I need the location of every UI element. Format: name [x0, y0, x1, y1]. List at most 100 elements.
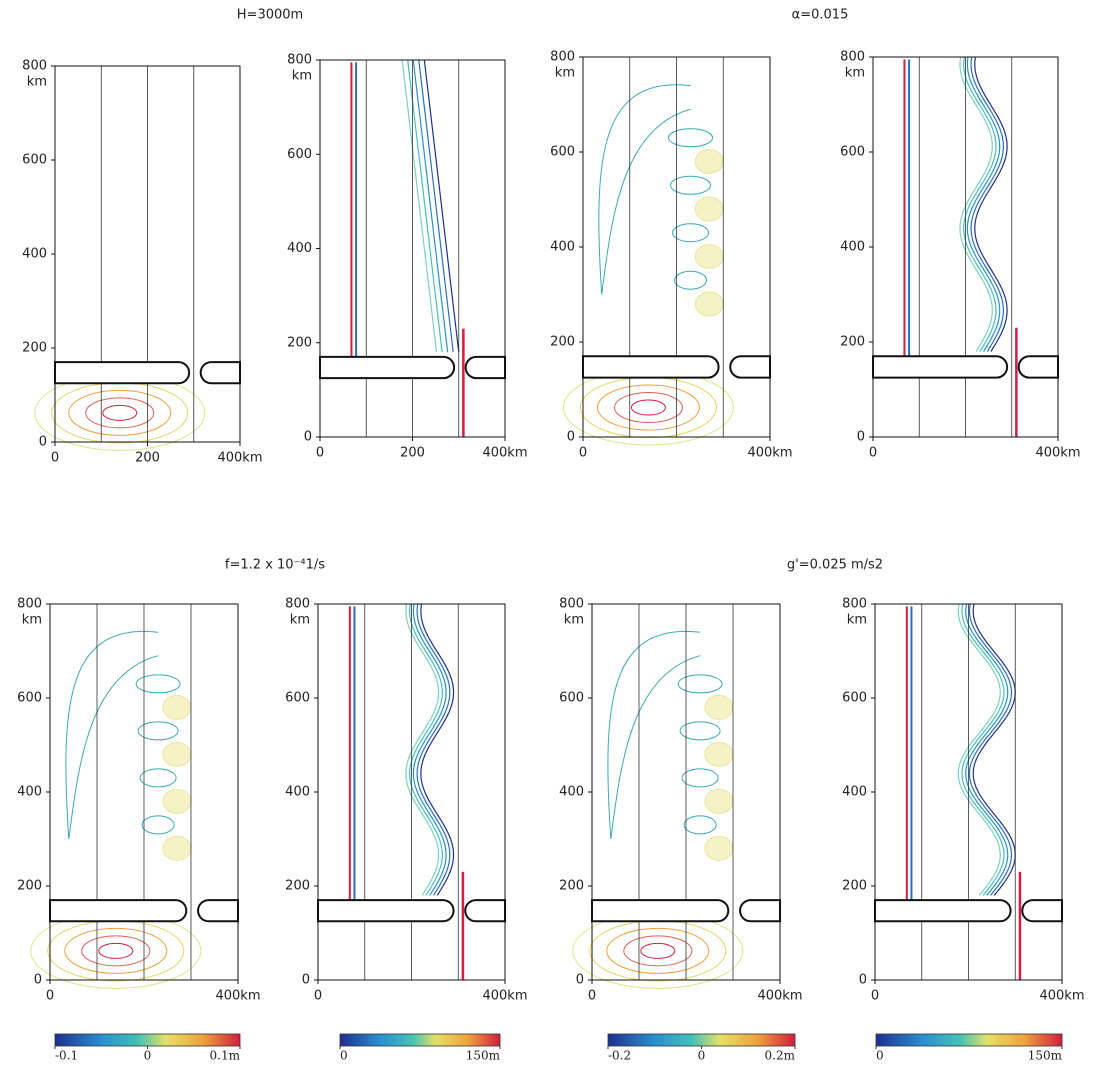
contour — [704, 788, 734, 814]
x-tick-label: 400km — [1035, 446, 1080, 461]
contour — [135, 674, 181, 694]
contour — [418, 59, 454, 353]
colorbar: -0.2 0 0.2m — [607, 1033, 796, 1063]
y-tick-label: 400 — [840, 240, 865, 255]
y-tick-label: 200 — [22, 341, 47, 356]
y-unit: km — [27, 75, 47, 90]
y-unit: km — [564, 613, 584, 628]
contour — [677, 674, 723, 694]
contour — [704, 694, 734, 720]
colorbar-label: 150m — [466, 1049, 501, 1063]
contour — [85, 397, 155, 429]
contour — [970, 56, 1005, 352]
contour — [98, 942, 134, 959]
colorbar-label: -0.1 — [55, 1049, 78, 1063]
contour — [579, 377, 717, 439]
y-tick-label: 400 — [559, 785, 584, 800]
contour — [957, 603, 1001, 896]
y-tick-label: 800 — [550, 50, 575, 65]
strait-wall — [1021, 899, 1063, 923]
contour — [704, 741, 734, 767]
panel-title: H=3000m — [237, 8, 303, 23]
contour — [694, 244, 724, 269]
contour — [589, 920, 727, 982]
contour — [407, 59, 443, 353]
contour — [162, 788, 192, 814]
colorbar-gradient — [339, 1033, 501, 1047]
contour — [694, 149, 724, 174]
x-tick-label: 400km — [747, 446, 792, 461]
strait-wall — [199, 361, 241, 385]
y-tick-label: 600 — [22, 153, 47, 168]
strait-wall — [54, 361, 191, 385]
contour — [672, 223, 710, 243]
y-unit: km — [847, 613, 867, 628]
colorbar-label: 150m — [1028, 1049, 1063, 1063]
y-tick-label: 0 — [302, 973, 310, 988]
contour — [630, 399, 666, 416]
y-tick-label: 800 — [287, 53, 312, 68]
contour — [137, 721, 179, 741]
contour — [966, 56, 1001, 352]
contour — [65, 630, 159, 840]
y-tick-label: 0 — [859, 973, 867, 988]
contour — [668, 128, 714, 148]
contour — [423, 59, 460, 353]
contour — [81, 935, 151, 967]
y-tick-label: 0 — [567, 430, 575, 445]
y-tick-label: 800 — [842, 597, 867, 612]
contour — [139, 768, 177, 788]
x-tick-label: 200 — [400, 446, 425, 461]
x-tick-label: 0 — [588, 989, 596, 1004]
x-tick-label: 0 — [316, 446, 324, 461]
y-tick-label: 400 — [842, 785, 867, 800]
y-tick-label: 600 — [559, 691, 584, 706]
y-tick-label: 0 — [576, 973, 584, 988]
contour — [51, 382, 189, 444]
y-tick-label: 600 — [17, 691, 42, 706]
contour — [681, 768, 719, 788]
strait-wall — [582, 355, 720, 379]
y-tick-label: 400 — [550, 240, 575, 255]
colorbar-gradient — [607, 1033, 796, 1047]
x-tick-label: 400km — [215, 989, 260, 1004]
contour — [670, 175, 712, 195]
y-tick-label: 200 — [550, 335, 575, 350]
contour — [674, 270, 708, 290]
y-tick-label: 600 — [840, 145, 865, 160]
panel-title: f=1.2 x 10⁻⁴1/s — [225, 558, 325, 573]
y-tick-label: 200 — [287, 335, 312, 350]
y-tick-label: 200 — [17, 879, 42, 894]
contour — [562, 369, 734, 446]
contour — [963, 56, 997, 352]
y-tick-label: 800 — [17, 597, 42, 612]
y-tick-label: 200 — [842, 879, 867, 894]
colorbar-gradient — [875, 1033, 1063, 1047]
contour — [959, 56, 993, 352]
x-tick-label: 0 — [871, 989, 879, 1004]
y-tick-label: 800 — [840, 50, 865, 65]
contour — [34, 374, 206, 451]
x-tick-label: 400km — [482, 989, 527, 1004]
y-tick-label: 400 — [22, 247, 47, 262]
x-tick-label: 0 — [46, 989, 54, 1004]
contour — [607, 630, 701, 840]
y-tick-label: 0 — [304, 430, 312, 445]
contour — [102, 404, 138, 421]
x-tick-label: 0 — [869, 446, 877, 461]
contour — [606, 927, 710, 974]
panel-title: g'=0.025 m/s2 — [787, 558, 883, 573]
contour — [968, 603, 1013, 896]
strait-wall — [739, 899, 781, 923]
contour — [596, 384, 700, 431]
contour — [162, 741, 192, 767]
contour — [162, 694, 192, 720]
contour — [972, 603, 1016, 896]
x-tick-label: 400km — [217, 451, 262, 466]
strait-wall — [464, 899, 506, 923]
